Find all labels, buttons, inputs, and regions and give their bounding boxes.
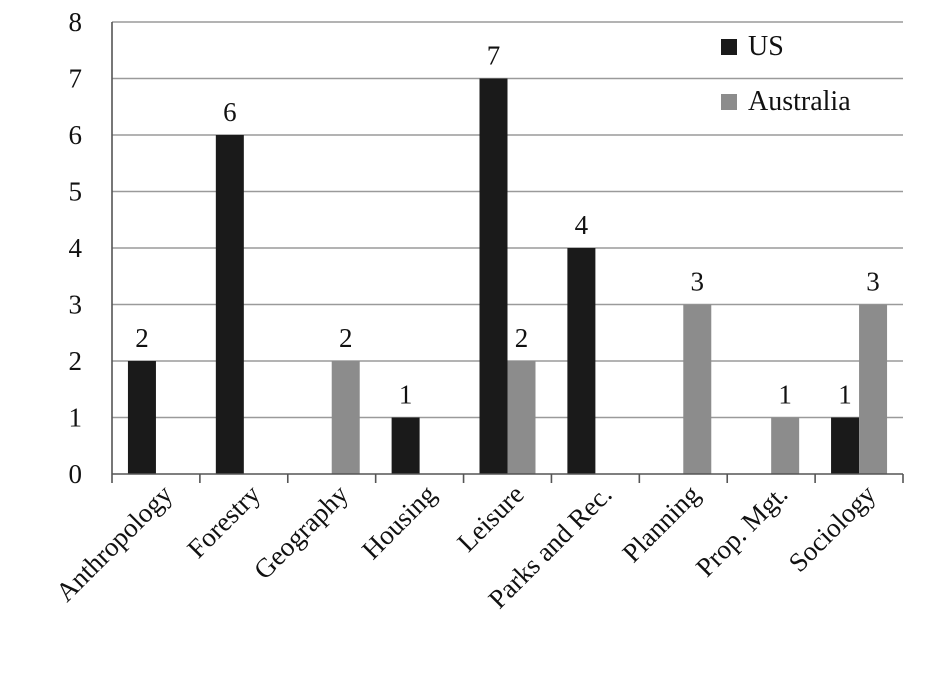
bar-us	[567, 248, 596, 474]
bar-us	[391, 417, 420, 474]
x-category-label: Leisure	[451, 479, 529, 557]
data-label: 1	[399, 380, 413, 410]
x-category-label: Geography	[248, 479, 354, 585]
data-label: 2	[339, 323, 353, 353]
y-tick-label: 0	[69, 459, 83, 489]
x-category-label: Anthropology	[50, 479, 179, 608]
legend: US Australia	[721, 31, 851, 117]
x-category-label: Planning	[616, 479, 705, 568]
data-label: 1	[838, 380, 852, 410]
y-tick-label: 8	[69, 7, 83, 37]
y-axis-ticks: 0 1 2 3 4 5 6 7 8	[69, 7, 83, 489]
x-category-label: Forestry	[181, 479, 266, 564]
legend-label: Australia	[748, 86, 851, 117]
y-tick-label: 7	[69, 64, 83, 94]
y-tick-label: 4	[69, 233, 83, 263]
x-category-label: Sociology	[783, 479, 882, 578]
bars	[127, 78, 888, 474]
bar-us	[215, 135, 244, 474]
bar-us	[831, 417, 860, 474]
bar-australia	[507, 361, 536, 474]
data-label: 4	[575, 210, 589, 240]
y-tick-label: 5	[69, 177, 83, 207]
y-tick-label: 2	[69, 346, 83, 376]
legend-label: US	[748, 31, 784, 62]
x-category-label: Housing	[356, 479, 442, 565]
data-label: 2	[135, 323, 149, 353]
bar-us	[127, 361, 156, 474]
data-label: 3	[866, 267, 880, 297]
y-tick-label: 3	[69, 290, 83, 320]
legend-swatch	[721, 94, 737, 110]
data-label: 3	[691, 267, 705, 297]
legend-swatch	[721, 39, 737, 55]
y-tick-label: 6	[69, 120, 83, 150]
data-label: 6	[223, 97, 237, 127]
data-labels: 2 6 2 1 7 2 4 3 1 1 3	[135, 41, 880, 410]
bar-australia	[771, 417, 800, 474]
x-category-label: Prop. Mgt.	[690, 479, 793, 582]
bar-australia	[859, 304, 888, 474]
y-tick-label: 1	[69, 403, 83, 433]
bar-us	[479, 78, 508, 474]
data-label: 7	[487, 41, 501, 71]
data-label: 1	[778, 380, 792, 410]
bar-australia	[683, 304, 712, 474]
bar-australia	[331, 361, 360, 474]
data-label: 2	[515, 323, 529, 353]
